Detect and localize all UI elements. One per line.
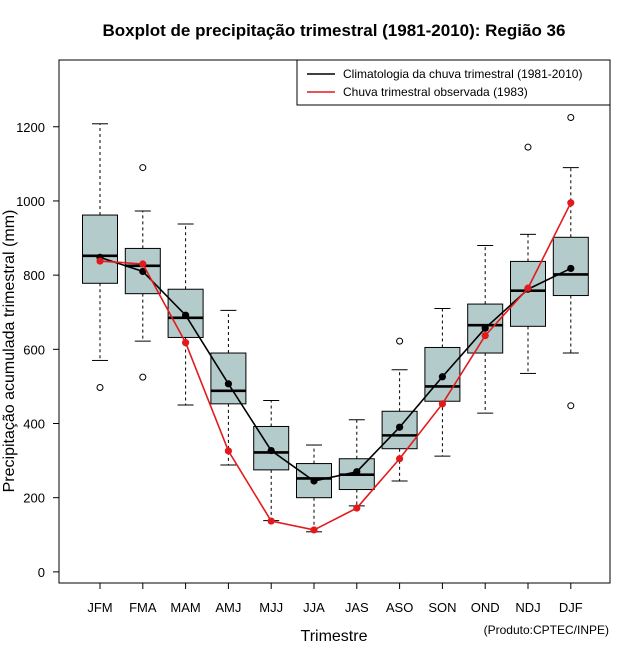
climatology-point — [267, 446, 275, 455]
climatology-point — [224, 380, 232, 388]
climatology-point — [438, 373, 446, 381]
outlier-point — [567, 113, 575, 121]
y-tick-label: 800 — [23, 268, 45, 283]
observed-point — [96, 257, 104, 265]
outlier-point — [396, 337, 404, 345]
x-tick-label: OND — [471, 600, 500, 615]
observed-point — [182, 339, 190, 347]
x-tick-label: DJF — [559, 600, 583, 615]
observed-point — [267, 517, 275, 525]
climatology-line — [99, 256, 572, 482]
box-mam — [167, 223, 204, 406]
credit-label: (Produto:CPTEC/INPE) — [484, 623, 609, 637]
climatology-point — [353, 468, 361, 476]
y-tick-label: 200 — [23, 491, 45, 506]
outlier-point — [524, 143, 532, 151]
x-tick-label: FMA — [129, 600, 157, 615]
observed-point — [353, 504, 361, 512]
y-tick-label: 0 — [38, 565, 45, 580]
legend-entry: Climatologia da chuva trimestral (1981-2… — [343, 67, 582, 81]
observed-line — [99, 202, 572, 531]
observed-point — [224, 447, 232, 455]
x-tick-label: JAS — [345, 600, 369, 615]
y-tick-label: 600 — [23, 342, 45, 357]
climatology-point — [396, 423, 404, 431]
x-tick-label: JFM — [87, 600, 112, 615]
chart-title: Boxplot de precipitação trimestral (1981… — [103, 21, 566, 40]
y-tick-label: 400 — [23, 417, 45, 432]
box-amj — [210, 309, 247, 466]
x-tick-label: MJJ — [259, 600, 283, 615]
box-jja — [296, 444, 332, 533]
outlier-point — [567, 402, 575, 410]
observed-point — [567, 199, 575, 207]
observed-point — [438, 400, 446, 408]
outlier-point — [96, 384, 104, 392]
box-iqr — [167, 288, 204, 338]
climatology-point — [310, 477, 318, 485]
x-tick-label: AMJ — [215, 600, 241, 615]
box-son — [424, 308, 461, 457]
climatology-point — [567, 264, 575, 273]
legend-entry: Chuva trimestral observada (1983) — [343, 85, 528, 99]
y-tick-label: 1000 — [16, 194, 45, 209]
climatology-point — [139, 267, 147, 276]
box-iqr — [82, 214, 118, 284]
box-ndj — [510, 143, 546, 374]
observed-point — [310, 526, 318, 534]
x-tick-label: SON — [428, 600, 456, 615]
box-djf — [552, 113, 589, 410]
y-axis-label: Precipitação acumulada trimestral (mm) — [1, 210, 18, 493]
box-mjj — [253, 400, 290, 522]
x-tick-label: MAM — [170, 600, 200, 615]
observed-point — [481, 331, 489, 340]
outlier-point — [139, 373, 147, 381]
outlier-point — [139, 164, 147, 172]
y-tick-label: 1200 — [16, 120, 45, 135]
box-iqr — [210, 352, 247, 405]
observed-point — [396, 455, 404, 463]
x-tick-label: JJA — [303, 600, 325, 615]
climatology-point — [182, 311, 190, 319]
observed-point — [139, 260, 147, 268]
x-tick-label: NDJ — [515, 600, 540, 615]
x-tick-label: ASO — [386, 600, 413, 615]
box-iqr — [510, 260, 546, 327]
climatology-point — [481, 324, 489, 332]
observed-point — [524, 284, 532, 292]
legend-box — [296, 59, 611, 106]
x-axis-label: Trimestre — [301, 628, 368, 645]
